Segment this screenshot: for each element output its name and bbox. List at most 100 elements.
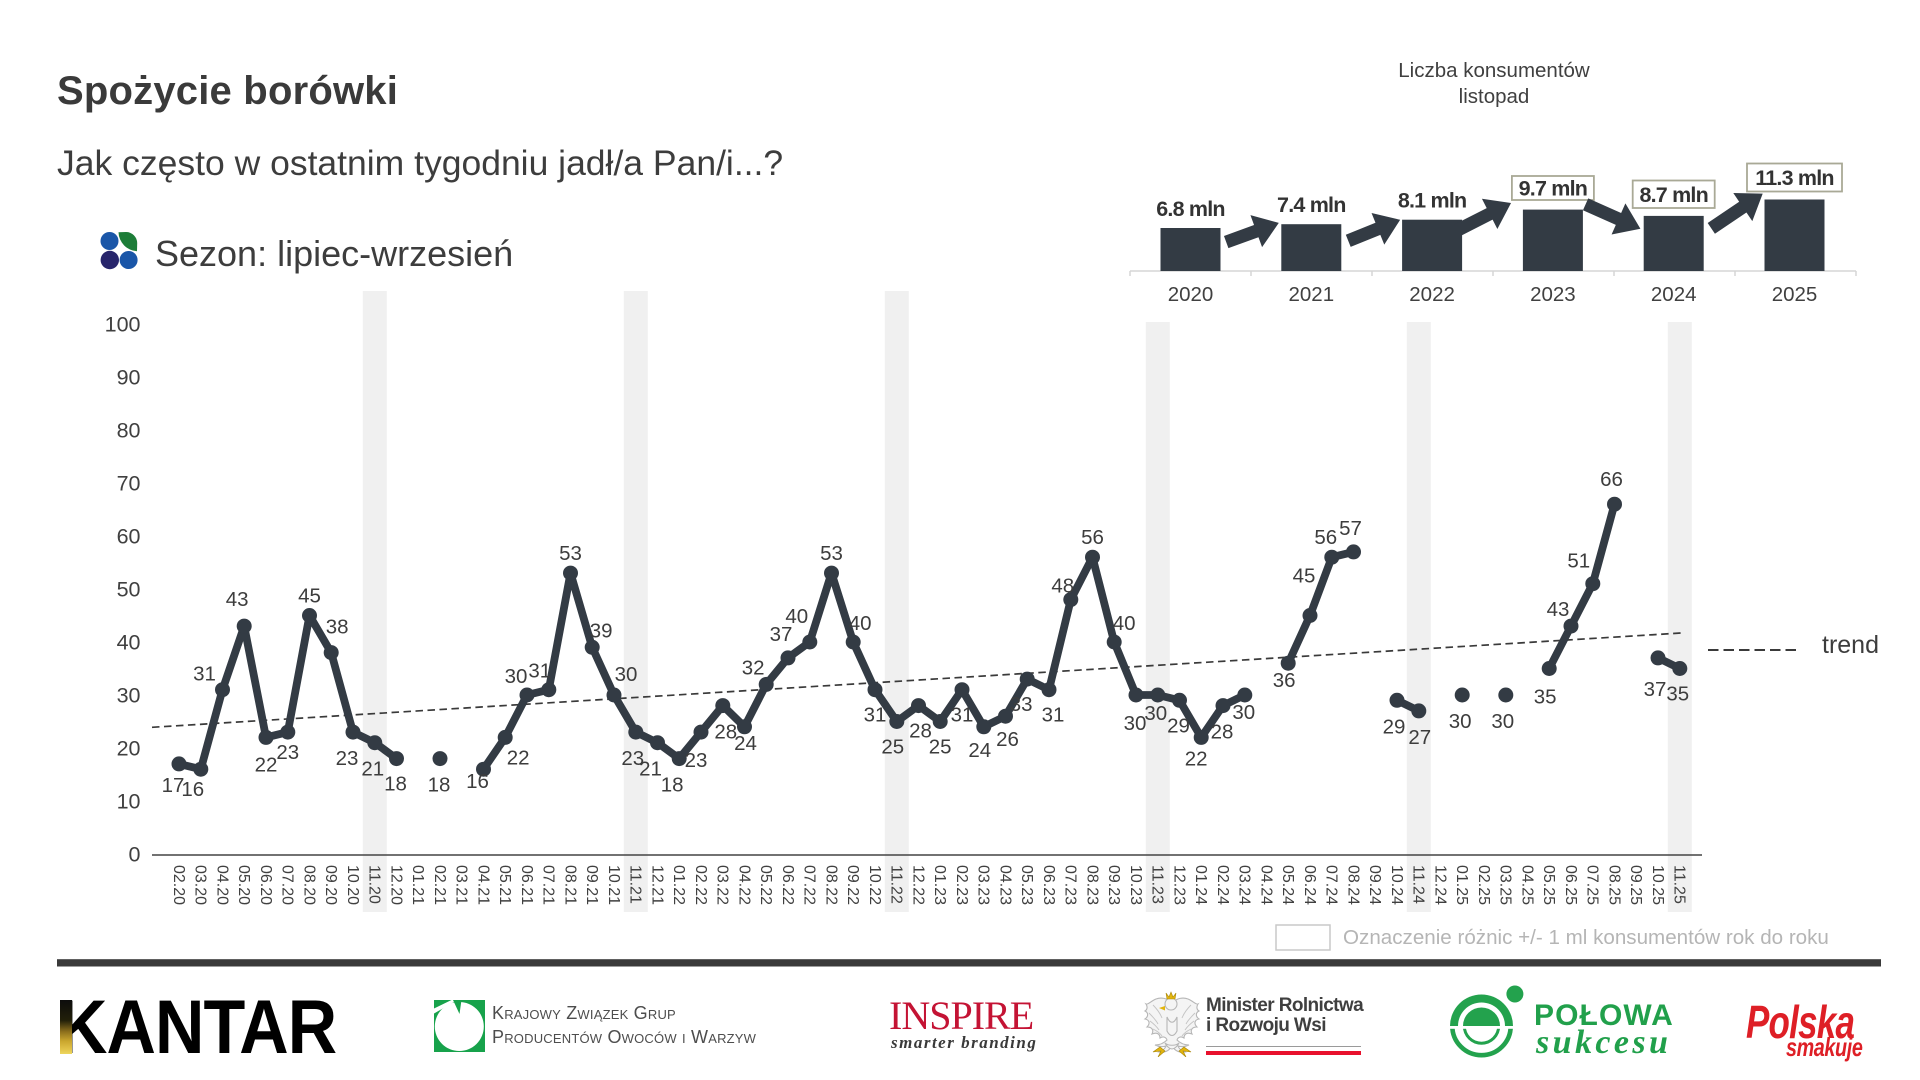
svg-text:30: 30	[1449, 710, 1472, 733]
svg-text:23: 23	[621, 747, 644, 770]
svg-text:03.24: 03.24	[1236, 865, 1253, 905]
svg-text:20: 20	[117, 737, 141, 761]
svg-text:Oznaczenie różnic +/- 1 ml kon: Oznaczenie różnic +/- 1 ml konsumentów r…	[1343, 926, 1829, 949]
svg-text:03.20: 03.20	[192, 865, 209, 905]
svg-text:21: 21	[361, 758, 384, 781]
svg-text:18: 18	[384, 773, 407, 796]
svg-text:24: 24	[734, 732, 757, 755]
svg-text:40: 40	[1113, 612, 1136, 635]
svg-text:33: 33	[1010, 693, 1033, 716]
svg-text:08.25: 08.25	[1605, 865, 1622, 905]
svg-text:02.20: 02.20	[170, 865, 187, 905]
svg-text:09.20: 09.20	[322, 865, 339, 905]
svg-text:18: 18	[428, 774, 451, 797]
svg-text:6.8 mln: 6.8 mln	[1156, 197, 1225, 221]
svg-text:50: 50	[117, 578, 141, 602]
svg-text:10.23: 10.23	[1127, 865, 1144, 905]
svg-text:18: 18	[661, 774, 684, 797]
svg-text:11.21: 11.21	[627, 865, 644, 904]
svg-text:0: 0	[129, 843, 141, 867]
svg-text:11.3 mln: 11.3 mln	[1755, 166, 1833, 190]
svg-text:23: 23	[336, 747, 359, 770]
svg-text:03.21: 03.21	[453, 865, 470, 905]
svg-text:07.23: 07.23	[1062, 865, 1079, 905]
svg-text:32: 32	[742, 656, 765, 679]
svg-text:12.22: 12.22	[909, 865, 926, 905]
svg-text:48: 48	[1051, 575, 1074, 598]
svg-text:2023: 2023	[1530, 283, 1576, 306]
svg-text:08.23: 08.23	[1083, 865, 1100, 905]
svg-text:09.23: 09.23	[1105, 865, 1122, 905]
svg-text:21: 21	[639, 758, 662, 781]
svg-text:25: 25	[881, 736, 904, 759]
svg-text:10.22: 10.22	[866, 865, 883, 905]
svg-text:05.21: 05.21	[496, 865, 513, 905]
svg-text:07.24: 07.24	[1323, 865, 1340, 905]
svg-text:25: 25	[929, 736, 952, 759]
svg-text:08.20: 08.20	[300, 865, 317, 905]
svg-text:trend: trend	[1822, 631, 1879, 659]
svg-text:10: 10	[117, 790, 141, 814]
svg-text:60: 60	[117, 525, 141, 549]
svg-text:39: 39	[590, 619, 613, 642]
svg-text:02.23: 02.23	[953, 865, 970, 905]
svg-text:05.23: 05.23	[1018, 865, 1035, 905]
svg-text:30: 30	[1124, 712, 1147, 735]
svg-text:37: 37	[1644, 678, 1667, 701]
svg-text:11.20: 11.20	[366, 865, 383, 904]
svg-text:09.21: 09.21	[583, 865, 600, 905]
svg-text:listopad: listopad	[1459, 85, 1530, 108]
svg-text:43: 43	[226, 588, 249, 611]
svg-text:7.4 mln: 7.4 mln	[1277, 193, 1346, 217]
svg-text:12.20: 12.20	[387, 865, 404, 905]
svg-text:05.20: 05.20	[235, 865, 252, 905]
svg-text:2022: 2022	[1409, 283, 1455, 306]
svg-text:28: 28	[909, 720, 932, 743]
svg-text:30: 30	[1232, 701, 1255, 724]
svg-text:04.23: 04.23	[996, 865, 1013, 905]
svg-text:03.25: 03.25	[1497, 865, 1514, 905]
svg-text:16: 16	[181, 778, 204, 801]
svg-text:08.24: 08.24	[1344, 865, 1361, 905]
svg-text:30: 30	[505, 665, 528, 688]
svg-text:70: 70	[117, 472, 141, 496]
svg-text:02.25: 02.25	[1475, 865, 1492, 905]
svg-text:31: 31	[1042, 704, 1065, 727]
svg-text:30: 30	[1491, 710, 1514, 733]
svg-text:06.25: 06.25	[1562, 865, 1579, 905]
svg-text:31: 31	[193, 663, 216, 686]
svg-text:02.22: 02.22	[692, 865, 709, 905]
svg-text:08.22: 08.22	[822, 865, 839, 905]
svg-text:36: 36	[1273, 669, 1296, 692]
svg-text:05.25: 05.25	[1540, 865, 1557, 905]
svg-text:100: 100	[105, 313, 141, 337]
svg-text:30: 30	[1144, 702, 1167, 725]
svg-text:12.21: 12.21	[648, 865, 665, 905]
svg-text:02.21: 02.21	[431, 865, 448, 905]
svg-text:57: 57	[1339, 517, 1362, 540]
svg-text:03.23: 03.23	[975, 865, 992, 905]
svg-text:11.23: 11.23	[1149, 865, 1166, 904]
svg-text:29: 29	[1167, 714, 1190, 737]
svg-text:08.21: 08.21	[561, 865, 578, 905]
svg-text:51: 51	[1567, 550, 1590, 573]
svg-text:07.20: 07.20	[279, 865, 296, 905]
svg-text:04.21: 04.21	[474, 865, 491, 905]
svg-text:40: 40	[785, 605, 808, 628]
svg-text:05.22: 05.22	[757, 865, 774, 905]
svg-text:26: 26	[996, 728, 1019, 751]
svg-text:2024: 2024	[1651, 283, 1697, 306]
svg-text:17: 17	[162, 774, 185, 797]
svg-text:23: 23	[685, 749, 708, 772]
svg-text:04.25: 04.25	[1518, 865, 1535, 905]
svg-text:05.24: 05.24	[1279, 865, 1296, 905]
svg-text:90: 90	[117, 366, 141, 390]
svg-text:11.22: 11.22	[888, 865, 905, 904]
svg-text:27: 27	[1408, 726, 1431, 749]
svg-text:53: 53	[820, 542, 843, 565]
svg-text:09.24: 09.24	[1366, 865, 1383, 905]
svg-text:12.23: 12.23	[1170, 865, 1187, 905]
svg-text:28: 28	[1211, 721, 1234, 744]
svg-text:31: 31	[951, 704, 974, 727]
svg-text:40: 40	[849, 612, 872, 635]
